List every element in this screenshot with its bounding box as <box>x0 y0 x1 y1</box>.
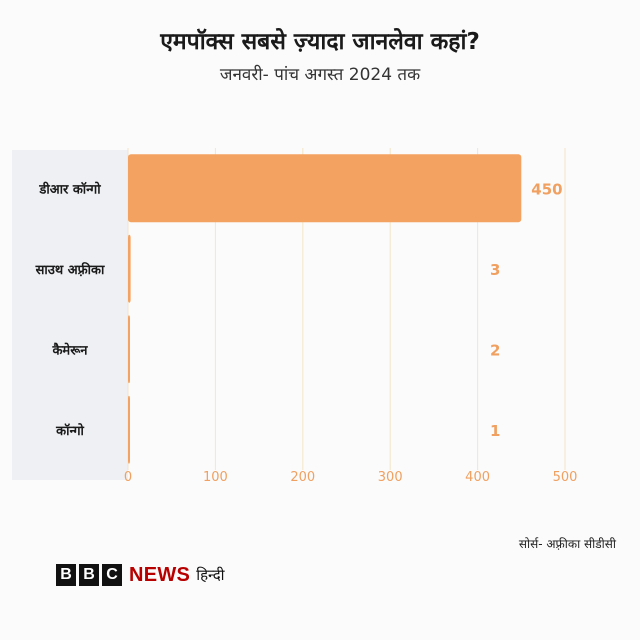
source-note: सोर्स- अफ़्रीका सीडीसी <box>518 537 616 551</box>
value-label-0: 450 <box>531 180 562 198</box>
x-tick-label-1: 100 <box>203 470 228 485</box>
logo-letter-c: C <box>102 564 122 586</box>
x-tick-label-0: 0 <box>124 470 132 485</box>
logo-news: NEWS <box>129 563 191 586</box>
category-label-panel <box>12 150 128 480</box>
x-tick-label-5: 500 <box>553 470 578 485</box>
category-label-1: साउथ अफ़्रीका <box>35 262 105 278</box>
category-label-0: डीआर कॉन्गो <box>38 181 101 197</box>
chart-title: एमपॉक्स सबसे ज़्यादा जानलेवा कहां? <box>160 29 480 55</box>
x-tick-label-2: 200 <box>290 470 315 485</box>
x-tick-label-4: 400 <box>465 470 490 485</box>
chart-subtitle: जनवरी- पांच अगस्त 2024 तक <box>219 65 421 85</box>
logo-letter-b1: B <box>56 564 76 586</box>
x-tick-label-3: 300 <box>378 470 403 485</box>
category-label-2: कैमेरून <box>51 342 88 358</box>
logo-letter-b2: B <box>79 564 99 586</box>
category-label-3: कॉन्गो <box>55 423 84 439</box>
value-label-1: 3 <box>490 261 500 279</box>
logo-language: हिन्दी <box>196 566 225 584</box>
bar-3 <box>128 395 130 464</box>
value-label-3: 1 <box>490 422 500 440</box>
value-label-2: 2 <box>490 341 500 359</box>
bar-2 <box>128 315 130 384</box>
bbc-news-hindi-logo: B B C NEWS हिन्दी <box>56 564 225 586</box>
bar-1 <box>128 234 131 303</box>
bar-0 <box>128 154 522 223</box>
